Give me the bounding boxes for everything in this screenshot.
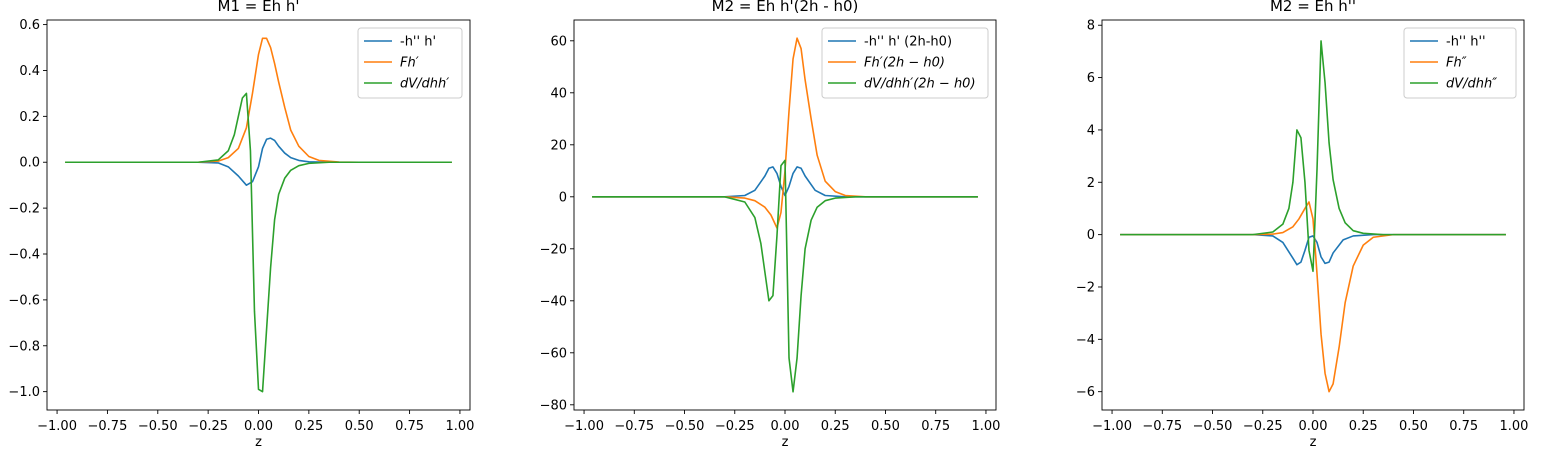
series-line-3 [1120,40,1506,273]
x-tick-label: 0.50 [345,419,374,434]
series-line-3 [65,92,452,393]
chart-title: M2 = Eh h'' [1270,0,1356,15]
y-tick-label: −40 [540,294,567,309]
legend-label-3: dV/dhh′(2h − h0) [864,77,976,92]
series-line-1 [1120,233,1506,266]
x-axis-label: z [782,435,789,450]
legend-box [357,27,463,99]
legend: -h'' h' (2h-h0) Fh′(2h − h0) dV/dhh′(2h − … [821,27,989,99]
y-tick-label: 0.2 [19,110,40,125]
series-line-1 [65,137,452,186]
series-line-2 [65,37,452,164]
y-tick-label: 0 [1087,228,1095,243]
x-axis-label: z [255,435,262,450]
y-tick-label: 20 [550,138,567,153]
x-tick-label: 0.25 [294,419,323,434]
x-tick-label: 1.00 [971,419,1000,434]
chart-panel-1: M1 = Eh h' −1.00 −0.75 −0.50 −0.25 0.00 0.25 0.… [8,0,474,450]
x-tick-label: −0.25 [715,419,755,434]
x-tick-label: 0.75 [921,419,950,434]
chart-panel-2: M2 = Eh h'(2h - h0) −1.00 −0.75 −0.50 −0.25 0… [540,0,1001,450]
x-axis-label: z [1310,435,1317,450]
legend: -h'' h' Fh′ dV/dhh′ [357,27,463,99]
y-tick-label: −0.2 [8,202,40,217]
x-tick-label: 0.75 [1449,419,1478,434]
chart-title: M1 = Eh h' [218,0,300,15]
y-tick-label: 6 [1087,71,1095,86]
x-tick-label: −0.25 [188,419,228,434]
x-tick-label: 0.25 [821,419,850,434]
y-tick-label: −6 [1076,385,1095,400]
x-tick-label: 0.50 [1399,419,1428,434]
legend-label-1: -h'' h' [400,35,436,50]
legend-box [1403,27,1517,99]
x-tick-label: −0.50 [1193,419,1233,434]
x-tick-label: −0.75 [614,419,654,434]
y-tick-label: 2 [1087,176,1095,191]
legend-label-1: -h'' h' (2h-h0) [864,35,952,50]
y-tick-label: 0.6 [19,18,40,33]
series-line-2 [1120,201,1506,393]
x-tick-label: −0.50 [138,419,178,434]
legend-label-3: dV/dhh′ [400,77,449,92]
x-tick-label: 0.75 [395,419,424,434]
y-tick-label: −0.6 [8,293,40,308]
x-tick-label: 0.25 [1349,419,1378,434]
y-tick-label: 4 [1087,123,1095,138]
x-tick-label: −0.25 [1243,419,1283,434]
x-tick-label: −1.00 [564,419,604,434]
y-tick-label: −20 [540,242,567,257]
x-tick-label: 0.00 [771,419,800,434]
y-tick-label: −2 [1076,280,1095,295]
y-tick-label: 8 [1087,19,1095,34]
y-tick-label: 0.4 [19,64,40,79]
series-line-3 [592,159,978,393]
y-tick-label: 0.0 [19,156,40,171]
legend: -h'' h'' Fh″ dV/dhh″ [1403,27,1517,99]
chart-title: M2 = Eh h'(2h - h0) [712,0,859,15]
y-tick-label: 40 [550,86,567,101]
x-tick-label: −0.75 [1142,419,1182,434]
y-tick-label: −4 [1076,333,1095,348]
x-tick-label: 0.00 [244,419,273,434]
chart-panel-3: M2 = Eh h'' −1.00 −0.75 −0.50 −0.25 0.00 0.25 0… [1076,0,1529,450]
x-tick-label: −0.75 [88,419,128,434]
x-tick-label: 0.50 [871,419,900,434]
y-tick-label: −0.4 [8,248,40,263]
x-tick-label: −1.00 [37,419,77,434]
y-tick-label: −60 [540,346,567,361]
x-tick-label: −1.00 [1092,419,1132,434]
legend-label-2: Fh″ [1446,56,1467,71]
x-tick-label: 1.00 [1499,419,1528,434]
legend-label-2: Fh′(2h − h0) [864,56,945,71]
y-tick-label: −0.8 [8,339,40,354]
y-tick-label: 0 [559,190,567,205]
x-tick-label: 1.00 [445,419,474,434]
x-tick-label: 0.00 [1299,419,1328,434]
y-tick-label: −1.0 [8,385,40,400]
series-line-2 [592,37,978,229]
legend-box [821,27,989,99]
legend-label-1: -h'' h'' [1446,35,1486,50]
x-tick-label: −0.50 [665,419,705,434]
y-tick-label: −80 [540,398,567,413]
legend-label-3: dV/dhh″ [1446,77,1497,92]
legend-label-2: Fh′ [400,56,419,71]
y-tick-label: 60 [550,34,567,49]
